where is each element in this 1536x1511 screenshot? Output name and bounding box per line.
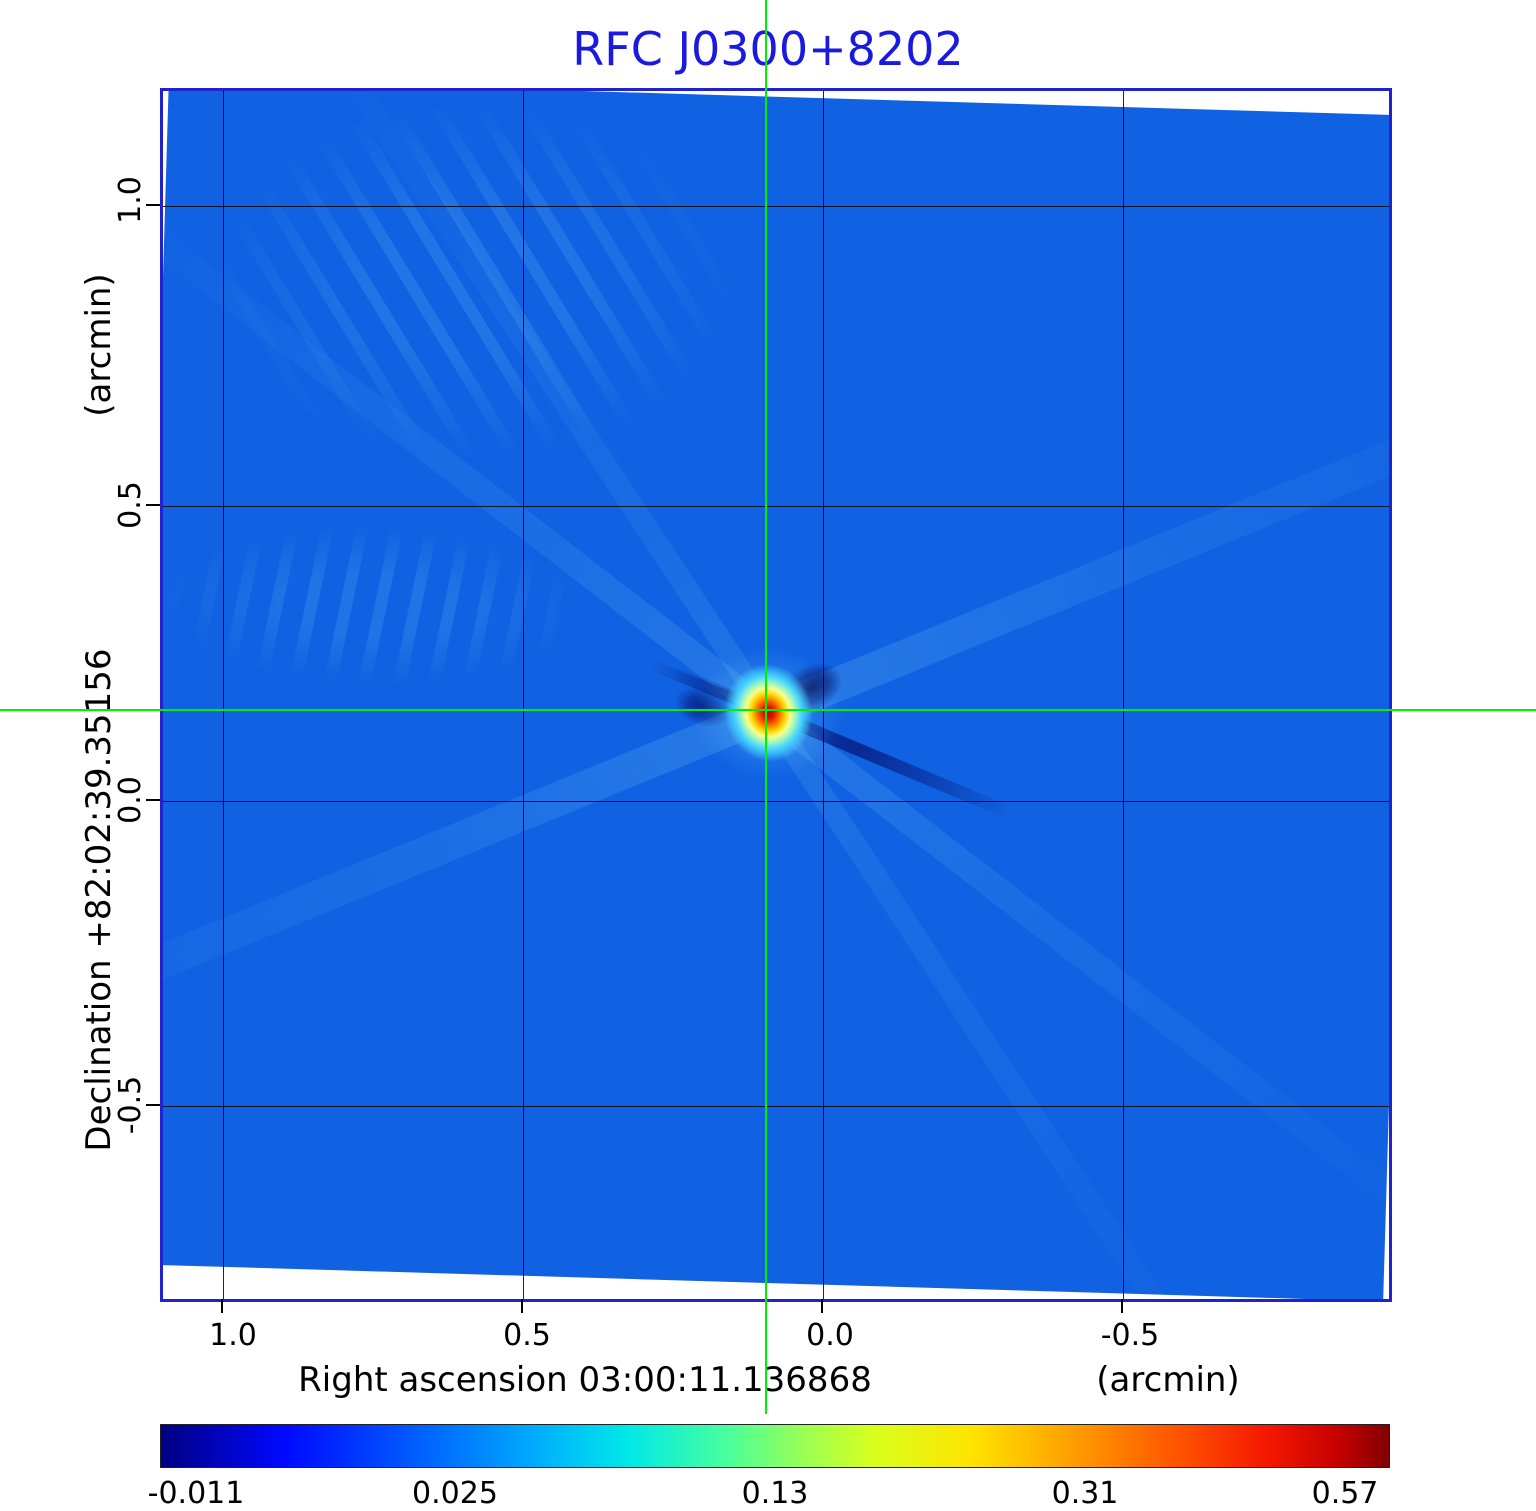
x-tick-label: 0.0	[806, 1318, 854, 1353]
plot-frame	[160, 88, 1392, 1302]
sidelobe-stripes-left	[163, 518, 592, 692]
y-tick-label: 1.0	[113, 176, 148, 224]
grid-line-vertical	[523, 91, 524, 1299]
colorbar-tick-label: 0.57	[1311, 1476, 1379, 1511]
y-tick-mark	[146, 504, 160, 506]
plot-title: RFC J0300+8202	[572, 22, 964, 76]
x-tick-mark	[821, 1299, 823, 1313]
y-tick-mark	[146, 799, 160, 801]
y-tick-label: -0.5	[113, 1075, 148, 1135]
colorbar-tick-label: 0.025	[412, 1476, 498, 1511]
sidelobe-stripes-top-left	[209, 94, 741, 470]
y-tick-label: 0.5	[113, 481, 148, 529]
colorbar-gradient	[160, 1424, 1390, 1468]
grid-line-vertical	[1123, 91, 1124, 1299]
x-axis-title: Right ascension 03:00:11.136868	[298, 1360, 872, 1400]
y-tick-mark	[146, 1104, 160, 1106]
colorbar-tick-label: 0.31	[1051, 1476, 1119, 1511]
x-tick-label: 1.0	[209, 1318, 257, 1353]
y-tick-label: 0.0	[113, 776, 148, 824]
grid-line-horizontal	[163, 506, 1389, 507]
grid-line-horizontal	[163, 206, 1389, 207]
colorbar-tick-label: -0.011	[147, 1476, 245, 1511]
grid-line-horizontal	[163, 801, 1389, 802]
grid-line-horizontal	[163, 1106, 1389, 1107]
y-tick-mark	[146, 204, 160, 206]
plot-area	[163, 91, 1389, 1299]
x-tick-mark	[521, 1299, 523, 1313]
crosshair-horizontal	[0, 709, 1536, 711]
x-tick-label: 0.5	[503, 1318, 551, 1353]
x-tick-mark	[1121, 1299, 1123, 1313]
y-axis-title: Declination +82:02:39.35156	[79, 648, 119, 1152]
y-axis-unit: (arcmin)	[79, 273, 119, 417]
x-tick-mark	[221, 1299, 223, 1313]
x-axis-unit: (arcmin)	[1096, 1360, 1240, 1400]
x-tick-label: -0.5	[1100, 1318, 1160, 1353]
grid-line-vertical	[223, 91, 224, 1299]
colorbar-tick-label: 0.13	[741, 1476, 809, 1511]
grid-line-vertical	[823, 91, 824, 1299]
crosshair-vertical	[765, 0, 767, 1414]
sky-map-heatmap	[163, 91, 1389, 1299]
